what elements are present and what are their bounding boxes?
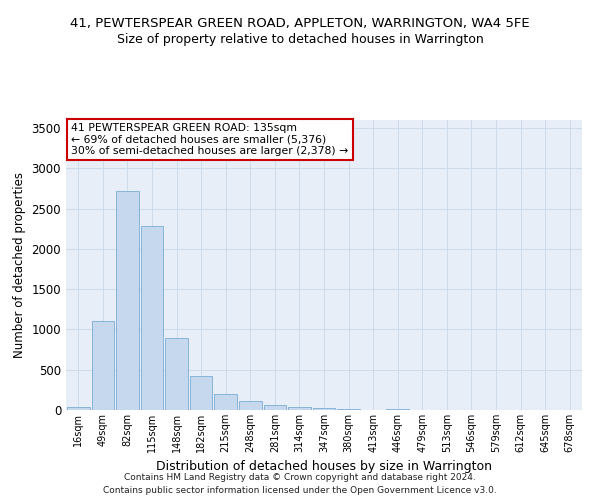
Bar [116,191,139,410]
Bar [313,408,335,410]
Bar [140,226,163,410]
Bar [92,322,114,410]
Y-axis label: Number of detached properties: Number of detached properties [13,172,26,358]
Text: Contains HM Land Registry data © Crown copyright and database right 2024.: Contains HM Land Registry data © Crown c… [124,472,476,482]
X-axis label: Distribution of detached houses by size in Warrington: Distribution of detached houses by size … [156,460,492,473]
Bar [214,394,237,410]
Bar [263,405,286,410]
Bar [67,407,89,410]
Bar [288,407,311,410]
Bar [337,409,360,410]
Text: Size of property relative to detached houses in Warrington: Size of property relative to detached ho… [116,32,484,46]
Bar [190,376,212,410]
Bar [239,401,262,410]
Text: Contains public sector information licensed under the Open Government Licence v3: Contains public sector information licen… [103,486,497,495]
Text: 41 PEWTERSPEAR GREEN ROAD: 135sqm
← 69% of detached houses are smaller (5,376)
3: 41 PEWTERSPEAR GREEN ROAD: 135sqm ← 69% … [71,123,349,156]
Bar [165,338,188,410]
Text: 41, PEWTERSPEAR GREEN ROAD, APPLETON, WARRINGTON, WA4 5FE: 41, PEWTERSPEAR GREEN ROAD, APPLETON, WA… [70,18,530,30]
Bar [386,409,409,410]
